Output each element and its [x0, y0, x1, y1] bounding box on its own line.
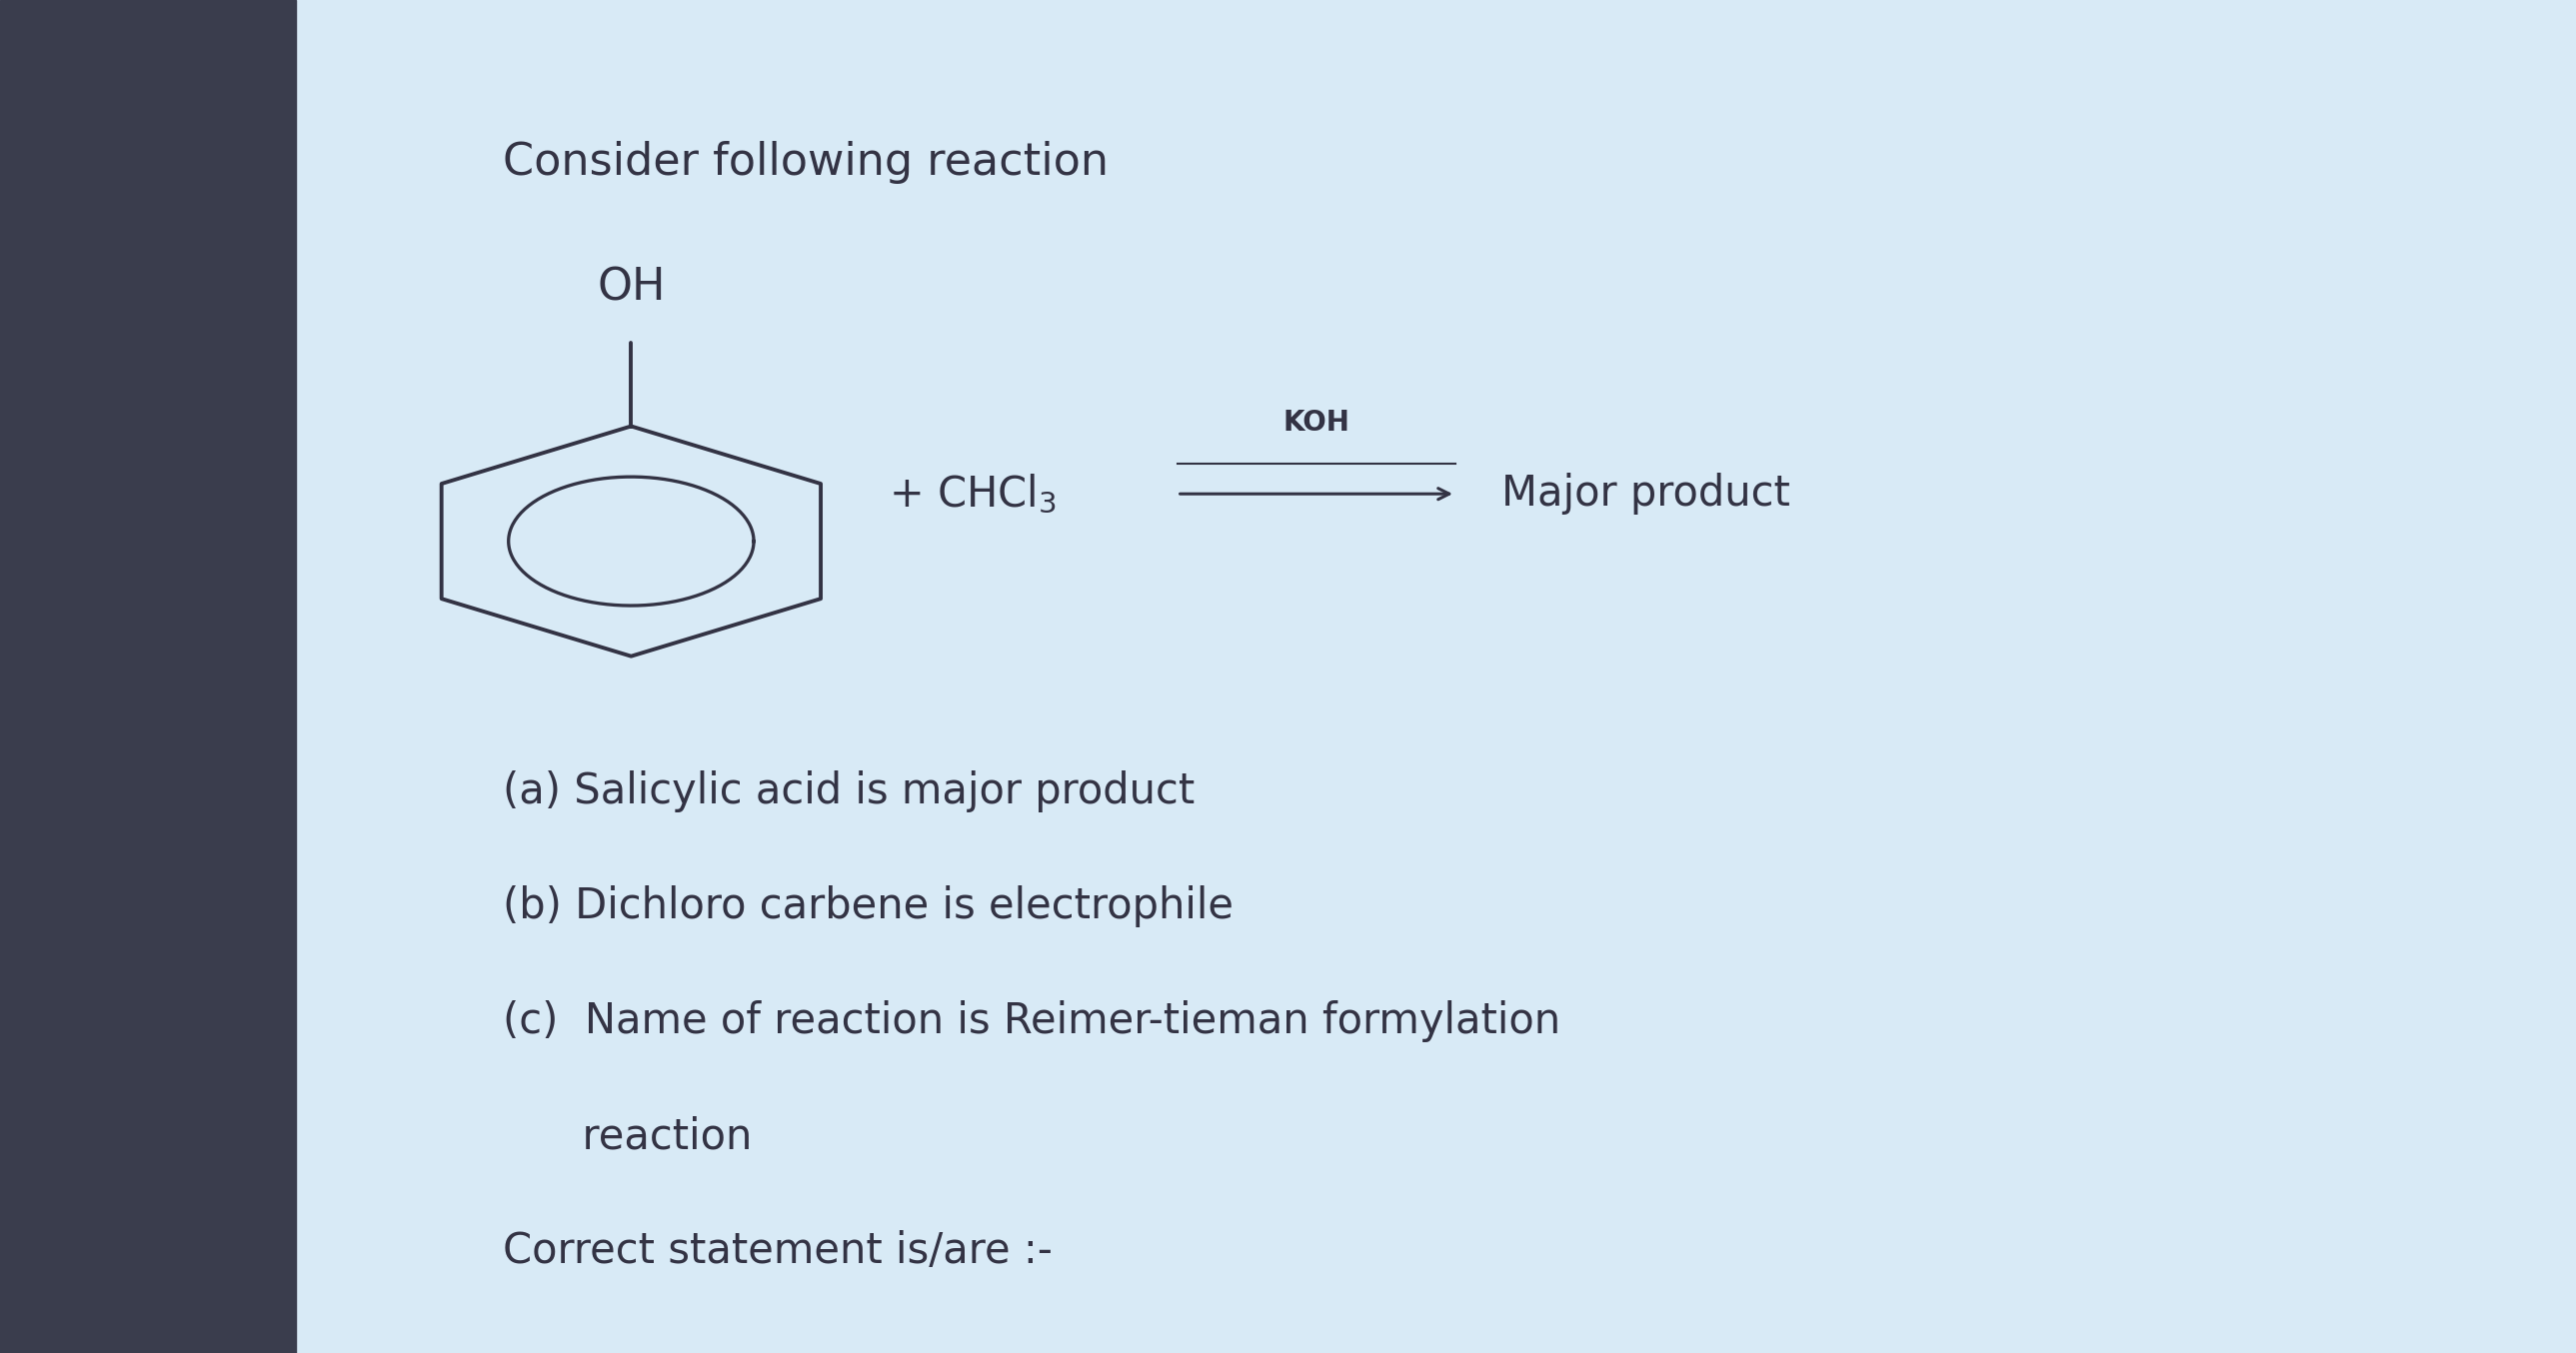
Text: Consider following reaction: Consider following reaction	[502, 141, 1108, 184]
Text: Correct statement is/are :-: Correct statement is/are :-	[502, 1230, 1051, 1273]
Text: + CHCl$_3$: + CHCl$_3$	[889, 472, 1056, 515]
Text: OH: OH	[598, 267, 665, 310]
Text: Major product: Major product	[1502, 472, 1790, 515]
Text: (c)  Name of reaction is Reimer-tieman formylation: (c) Name of reaction is Reimer-tieman fo…	[502, 1000, 1561, 1043]
Text: (b) Dichloro carbene is electrophile: (b) Dichloro carbene is electrophile	[502, 885, 1234, 928]
Text: reaction: reaction	[502, 1115, 752, 1158]
Text: (a) Salicylic acid is major product: (a) Salicylic acid is major product	[502, 770, 1195, 813]
Text: KOH: KOH	[1283, 409, 1350, 437]
